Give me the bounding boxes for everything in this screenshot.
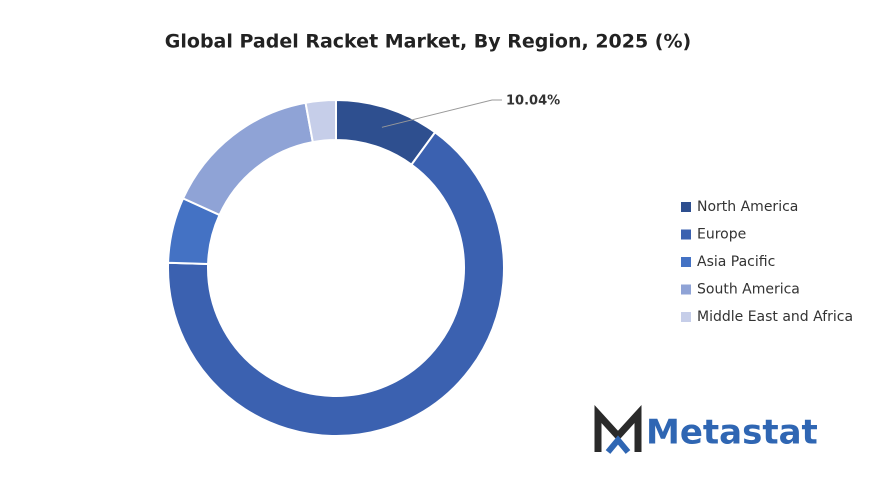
logo-icon: [594, 404, 642, 452]
legend-swatch: [681, 257, 691, 267]
legend-label: Europe: [697, 227, 746, 243]
legend-swatch: [681, 312, 691, 322]
legend-label: Asia Pacific: [697, 254, 775, 270]
logo: Metastat: [594, 404, 818, 454]
data-label: 10.04%: [506, 94, 560, 109]
donut-slice: [304, 98, 337, 144]
legend-swatch: [681, 202, 691, 212]
leader-line: [381, 99, 502, 128]
chart-title: Global Padel Racket Market, By Region, 2…: [165, 31, 691, 53]
legend-swatch: [681, 229, 691, 240]
legend-label: Middle East and Africa: [697, 309, 853, 325]
legend-label: South America: [697, 282, 800, 298]
donut-slice: [167, 130, 505, 437]
logo-icon: [605, 435, 631, 454]
logo-text: Metastat: [646, 413, 818, 453]
donut-slice: [181, 101, 314, 217]
legend-label: North America: [697, 199, 798, 215]
legend-swatch: [681, 284, 691, 295]
